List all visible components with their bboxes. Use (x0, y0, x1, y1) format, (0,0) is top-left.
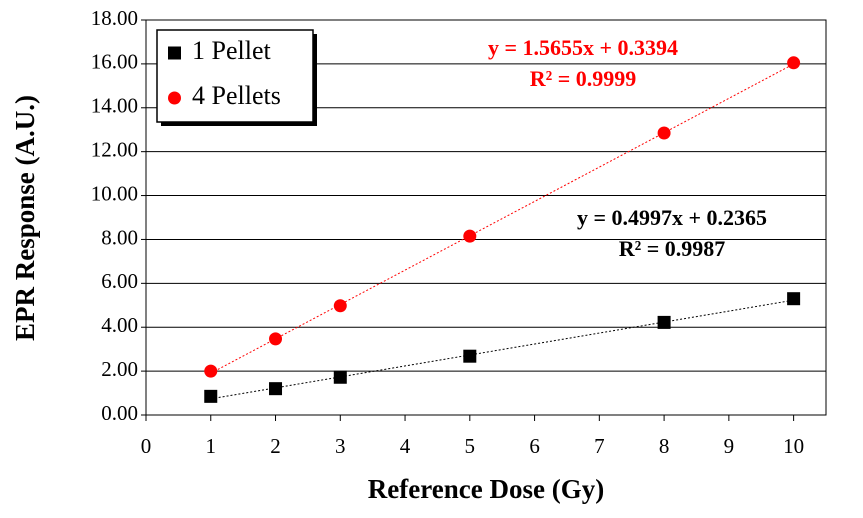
legend-marker (168, 91, 181, 105)
marker (787, 56, 801, 70)
y-tick-label: 10.00 (91, 181, 138, 205)
y-tick-label: 6.00 (101, 269, 138, 293)
x-tick-label: 1 (206, 434, 217, 458)
x-tick-label: 7 (594, 434, 605, 458)
x-tick-label: 10 (783, 434, 804, 458)
marker (787, 292, 801, 306)
marker (333, 370, 347, 384)
trendline-equation: y = 0.4997x + 0.2365 (577, 205, 767, 230)
plot-border (145, 19, 827, 416)
y-tick-label: 14.00 (91, 94, 138, 118)
y-tick-label: 4.00 (101, 313, 138, 337)
y-tick-label: 18.00 (91, 6, 138, 30)
legend-marker (168, 46, 181, 60)
marker (333, 299, 347, 313)
trendline-equation: y = 1.5655x + 0.3394 (488, 35, 678, 60)
trendline-r2: R² = 0.9987 (619, 236, 726, 261)
marker (269, 382, 283, 396)
x-tick-label: 5 (465, 434, 476, 458)
legend: 1 Pellet 4 Pellets (156, 29, 314, 123)
x-tick-label: 9 (724, 434, 735, 458)
marker (657, 126, 671, 140)
y-tick-label: 8.00 (101, 225, 138, 249)
legend-box (156, 29, 314, 123)
y-axis-title: EPR Response (A.U.) (10, 95, 40, 341)
marker (463, 229, 477, 243)
x-tick-label: 8 (659, 434, 670, 458)
legend-label: 1 Pellet (192, 36, 271, 65)
marker (204, 364, 218, 378)
y-tick-label: 16.00 (91, 50, 138, 74)
marker (463, 349, 477, 363)
x-tick-label: 6 (529, 434, 540, 458)
y-tick-label: 0.00 (101, 401, 138, 425)
y-tick-label: 12.00 (91, 137, 138, 161)
x-axis-title: Reference Dose (Gy) (368, 474, 604, 504)
trendline (210, 299, 794, 400)
x-tick-label: 0 (141, 434, 152, 458)
trendline-r2: R² = 0.9999 (530, 66, 637, 91)
legend-label: 4 Pellets (192, 81, 281, 110)
x-tick-label: 3 (335, 434, 346, 458)
x-tick-label: 4 (400, 434, 411, 458)
marker (269, 332, 283, 346)
marker (204, 389, 218, 403)
marker (657, 315, 671, 329)
trendline (210, 63, 794, 374)
y-tick-label: 2.00 (101, 357, 138, 381)
x-tick-label: 2 (270, 434, 281, 458)
